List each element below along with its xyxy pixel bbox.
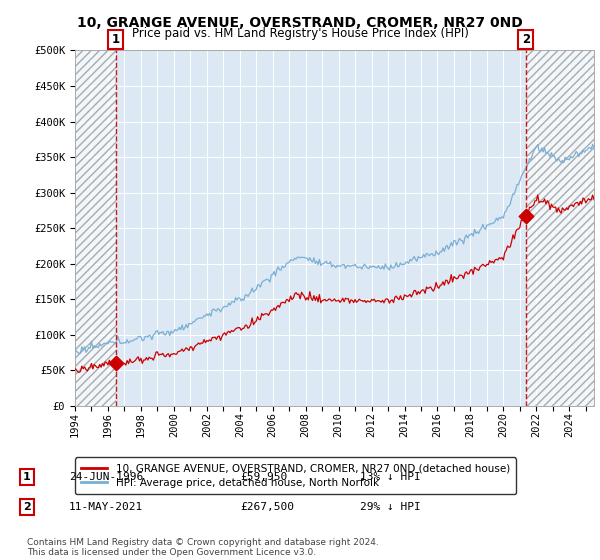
Bar xyxy=(526,50,594,406)
Bar xyxy=(75,50,116,406)
Text: 13% ↓ HPI: 13% ↓ HPI xyxy=(360,472,421,482)
Text: 10, GRANGE AVENUE, OVERSTRAND, CROMER, NR27 0ND: 10, GRANGE AVENUE, OVERSTRAND, CROMER, N… xyxy=(77,16,523,30)
Text: 24-JUN-1996: 24-JUN-1996 xyxy=(69,472,143,482)
Text: 1: 1 xyxy=(112,33,120,46)
Point xyxy=(521,211,530,220)
Text: 2: 2 xyxy=(522,33,530,46)
Legend: 10, GRANGE AVENUE, OVERSTRAND, CROMER, NR27 0ND (detached house), HPI: Average p: 10, GRANGE AVENUE, OVERSTRAND, CROMER, N… xyxy=(75,458,516,494)
Bar xyxy=(75,50,116,406)
Text: 29% ↓ HPI: 29% ↓ HPI xyxy=(360,502,421,512)
Point xyxy=(111,359,121,368)
Text: £59,950: £59,950 xyxy=(240,472,287,482)
Text: 2: 2 xyxy=(23,502,31,512)
Text: 11-MAY-2021: 11-MAY-2021 xyxy=(69,502,143,512)
Text: Contains HM Land Registry data © Crown copyright and database right 2024.
This d: Contains HM Land Registry data © Crown c… xyxy=(27,538,379,557)
Text: Price paid vs. HM Land Registry's House Price Index (HPI): Price paid vs. HM Land Registry's House … xyxy=(131,27,469,40)
Bar xyxy=(526,50,594,406)
Text: 1: 1 xyxy=(23,472,31,482)
Text: £267,500: £267,500 xyxy=(240,502,294,512)
